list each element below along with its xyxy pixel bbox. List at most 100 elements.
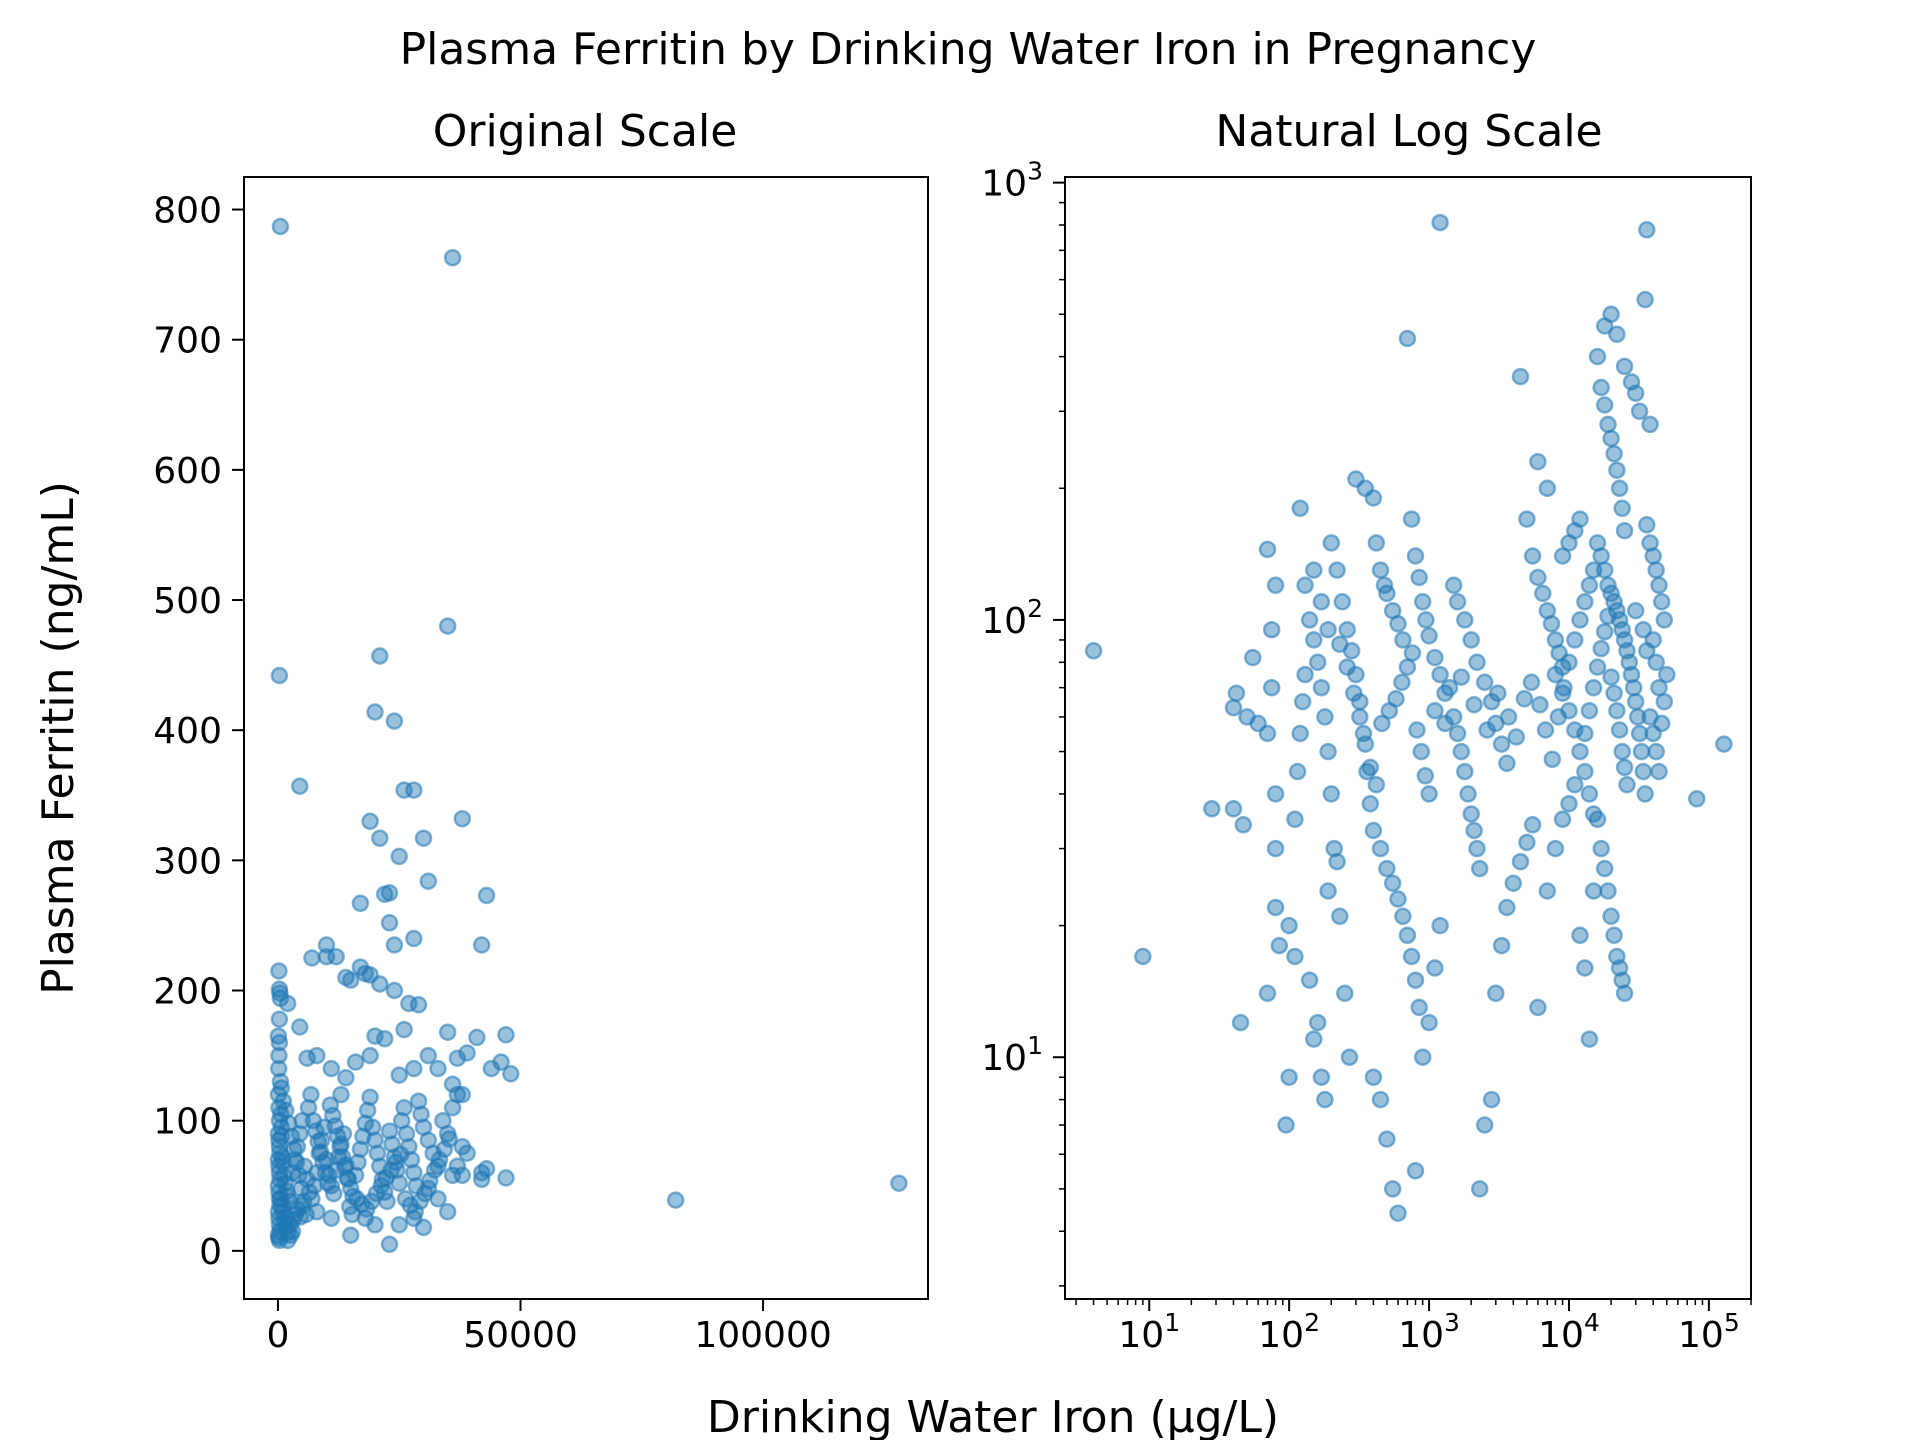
scatter-point [282,1127,301,1146]
scatter-point [1658,665,1676,684]
scatter-point [502,1065,520,1083]
scatter-point [1394,631,1412,649]
scatter-point [890,1174,908,1192]
scatter-point [1504,874,1523,892]
scatter-point [1406,971,1425,989]
y-tick-label: 800 [153,191,222,232]
scatter-point [390,1216,408,1234]
scatter-point [1462,631,1480,649]
scatter-point [1383,874,1402,892]
scatter-point [322,1059,341,1078]
x-tick-label: 105 [1678,1308,1740,1356]
scatter-point [1588,347,1607,366]
scatter-point [1641,415,1659,434]
scatter-point [1319,742,1337,761]
scatter-point [1638,642,1656,660]
scatter-point [443,248,462,267]
scatter-point [1378,584,1396,603]
scatter-point [1398,329,1417,348]
scatter-point [1638,221,1656,239]
scatter-point [1636,785,1654,803]
x-tick-label: 100000 [694,1315,831,1356]
scatter-point [1652,714,1671,733]
scatter-point [1389,1204,1407,1222]
scatter-point [371,647,389,665]
scatter-point [1413,593,1432,611]
scatter-point [1647,742,1665,761]
scatter-point [346,1053,365,1071]
scatter-point [1529,452,1547,471]
scatter-point [1412,742,1431,761]
points-log [1084,213,1733,1222]
scatter-point [351,894,370,913]
scatter-point [1630,724,1649,743]
scatter-point [1580,576,1599,595]
scatter-point [1316,1090,1334,1109]
scatter-point [1378,1130,1396,1148]
scatter-point [1420,627,1438,645]
scatter-point [361,1046,379,1065]
scatter-point [1367,775,1386,794]
scatter-point [405,1163,423,1182]
scatter-point [1555,678,1573,697]
scatter-point [1498,898,1516,917]
scatter-point [405,929,423,948]
scatter-point [1266,898,1285,917]
scatter-point [1634,762,1653,781]
scatter-point [1529,998,1547,1017]
scatter-point [1389,615,1407,633]
scatter-point [1522,673,1541,692]
scatter-point [1626,384,1645,402]
scatter-point [1592,839,1610,858]
scatter-point [1638,516,1656,534]
scatter-point [272,1079,291,1097]
scatter-point [1293,692,1312,711]
scatter-point [1650,762,1668,781]
scatter-point [1608,325,1626,344]
scatter-point [472,936,491,954]
scatter-point [395,1098,413,1117]
scatter-point [1351,708,1369,726]
scatter-point [1444,576,1463,595]
scatter-point [1592,378,1610,397]
scatter-point [303,949,321,967]
scatter-point [1580,1030,1599,1048]
scatter-point [1340,1048,1359,1066]
scatter-point [385,712,404,730]
scatter-point [317,936,336,954]
scatter-point [351,1140,370,1159]
scatter-point [1615,984,1634,1003]
scatter-point [1420,1013,1438,1032]
scatter-point [448,1085,467,1104]
scatter-point [1602,429,1620,448]
scatter-point [1371,839,1390,858]
y-tick-label: 400 [153,711,222,752]
panel-log-scale: Natural Log Scale 101 102 103 104 1051011021… [981,106,1752,1356]
scatter-point [1636,290,1654,309]
scatter-point [1576,724,1594,743]
x-tick-label: 101 [1118,1308,1180,1356]
scatter-point [448,1049,467,1067]
scatter-point [1602,305,1620,324]
scatter-point [414,829,433,847]
y-tick-label: 200 [153,972,222,1013]
y-tick-label: 102 [981,594,1043,642]
scatter-point [269,1059,288,1078]
scatter-point [1234,816,1253,834]
scatter-point [337,1068,355,1087]
scatter-point [1534,584,1552,603]
scatter-point [1580,785,1599,803]
scatter-point [1634,620,1653,639]
scatter-point [1605,926,1623,945]
scatter-point [1258,724,1277,743]
scatter-point [482,1059,501,1078]
panel-title-original: Original Scale [433,106,738,157]
scatter-point [1487,984,1505,1003]
scatter-point [290,1166,308,1185]
scatter-point [1632,742,1651,761]
scatter-point [1507,728,1526,746]
scatter-point [1595,396,1614,414]
scatter-point [366,1131,384,1149]
scatter-point [405,781,423,799]
scatter-point [291,1018,309,1036]
